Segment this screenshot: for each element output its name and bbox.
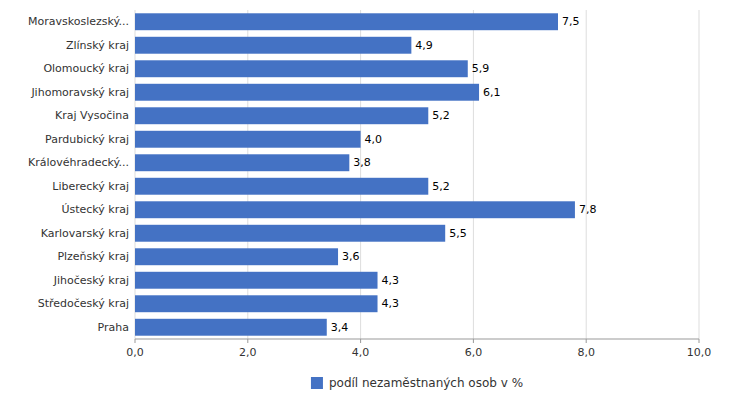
bar — [135, 60, 468, 77]
data-label: 4,3 — [382, 297, 400, 310]
legend: podíl nezaměstnaných osob v % — [311, 376, 523, 390]
x-tick-label: 10,0 — [687, 346, 712, 359]
data-label: 7,5 — [562, 15, 580, 28]
category-label: Kraj Vysočina — [55, 109, 129, 122]
data-label: 4,9 — [415, 39, 433, 52]
category-label: Jihočeský kraj — [53, 274, 129, 287]
x-tick-label: 0,0 — [126, 346, 144, 359]
x-tick-label: 8,0 — [577, 346, 595, 359]
bar — [135, 154, 349, 171]
bar — [135, 84, 479, 101]
chart: 0,0 2,0 4,0 6,0 8,0 10,0 3,4 4,3 4,3 3,6 5,5 7,8 5,2… — [0, 0, 729, 401]
tick-mark — [586, 339, 587, 343]
data-label: 3,4 — [331, 321, 349, 334]
bar — [135, 319, 327, 336]
bars — [135, 13, 575, 335]
bar — [135, 248, 338, 265]
data-label: 5,2 — [432, 109, 450, 122]
grid-line — [360, 10, 361, 339]
bar — [135, 13, 558, 30]
data-label: 5,9 — [472, 62, 490, 75]
bar — [135, 178, 428, 195]
x-tick-label: 6,0 — [465, 346, 483, 359]
data-label: 7,8 — [579, 203, 597, 216]
bar — [135, 131, 361, 148]
category-label: Zlínský kraj — [66, 39, 129, 52]
category-label: Pardubický kraj — [45, 133, 129, 146]
x-axis-line — [135, 339, 699, 340]
category-label: Královéhradecký... — [28, 156, 129, 169]
legend-label: podíl nezaměstnaných osob v % — [329, 376, 523, 390]
data-label: 3,6 — [342, 250, 360, 263]
grid-line — [135, 10, 136, 339]
category-label: Praha — [98, 321, 129, 334]
data-label: 6,1 — [483, 86, 501, 99]
data-label: 5,5 — [449, 227, 467, 240]
bar — [135, 107, 428, 124]
grid-line — [586, 10, 587, 339]
tick-mark — [247, 339, 248, 343]
category-label: Moravskoslezský... — [28, 15, 129, 28]
tick-mark — [473, 339, 474, 343]
category-label: Karlovarský kraj — [41, 227, 129, 240]
chart-container: 0,0 2,0 4,0 6,0 8,0 10,0 3,4 4,3 4,3 3,6 5,5 7,8 5,2… — [0, 0, 729, 401]
data-label: 3,8 — [353, 156, 371, 169]
data-label: 4,0 — [365, 133, 383, 146]
tick-mark — [699, 339, 700, 343]
category-label: Liberecký kraj — [52, 180, 129, 193]
grid-line — [247, 10, 248, 339]
bar — [135, 295, 378, 312]
tick-mark — [360, 339, 361, 343]
bar — [135, 225, 445, 242]
x-tick-label: 4,0 — [352, 346, 370, 359]
category-label: Plzeňský kraj — [57, 250, 129, 263]
legend-swatch — [311, 377, 323, 389]
bar — [135, 272, 378, 289]
bar — [135, 201, 575, 218]
category-label: Ústecký kraj — [61, 203, 129, 216]
data-label: 5,2 — [432, 180, 450, 193]
data-label: 4,3 — [382, 274, 400, 287]
bar — [135, 37, 411, 54]
category-label: Jihomoravský kraj — [30, 86, 129, 99]
category-label: Středočeský kraj — [38, 297, 129, 310]
x-tick-label: 2,0 — [239, 346, 257, 359]
x-grid — [135, 10, 699, 339]
grid-line — [473, 10, 474, 339]
grid-line — [699, 10, 700, 339]
category-label: Olomoucký kraj — [43, 62, 129, 75]
tick-mark — [135, 339, 136, 343]
